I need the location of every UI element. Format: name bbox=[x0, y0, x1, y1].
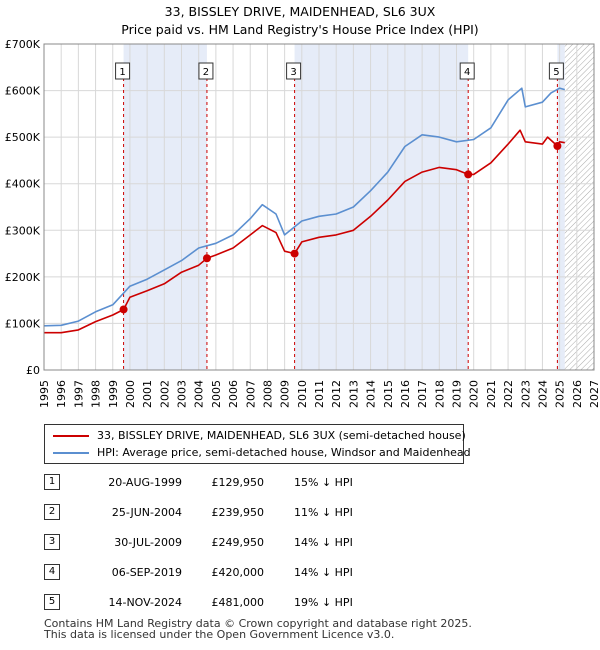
transaction-number: 1 bbox=[44, 474, 60, 490]
transaction-date: 25-JUN-2004 bbox=[111, 506, 182, 519]
x-tick-label: 2025 bbox=[554, 380, 567, 408]
footer: Contains HM Land Registry data © Crown c… bbox=[44, 618, 472, 640]
legend-label-property: 33, BISSLEY DRIVE, MAIDENHEAD, SL6 3UX (… bbox=[97, 429, 466, 442]
y-tick-label: £100K bbox=[5, 317, 41, 330]
x-tick-label: 2011 bbox=[313, 380, 326, 408]
property-price-line bbox=[44, 129, 565, 334]
footer-copyright: Contains HM Land Registry data © Crown c… bbox=[44, 617, 472, 630]
legend-swatch-property bbox=[53, 435, 89, 437]
transaction-price: £239,950 bbox=[211, 506, 265, 519]
x-tick-label: 2004 bbox=[193, 380, 206, 408]
x-tick-label: 2009 bbox=[279, 380, 292, 408]
sale-point bbox=[464, 170, 473, 179]
marker-label-box bbox=[198, 62, 214, 80]
plot-frame bbox=[43, 43, 595, 371]
y-tick-label: £200K bbox=[5, 271, 41, 284]
x-tick-label: 2022 bbox=[502, 380, 515, 408]
transaction-hpi: 11% ↓ HPI bbox=[294, 506, 353, 519]
transaction-price: £481,000 bbox=[211, 596, 265, 609]
transaction-price: £249,950 bbox=[211, 536, 265, 549]
footer-licence: This data is licensed under the Open Gov… bbox=[44, 628, 395, 641]
x-tick-label: 1997 bbox=[72, 380, 85, 408]
x-tick-label: 2018 bbox=[433, 380, 446, 408]
transaction-row: 4 06-SEP-2019 £420,000 14% ↓ HPI bbox=[44, 564, 564, 582]
y-tick-label: £600K bbox=[5, 85, 41, 98]
x-tick-label: 2027 bbox=[588, 380, 600, 408]
chart-title: 33, BISSLEY DRIVE, MAIDENHEAD, SL6 3UX bbox=[164, 4, 436, 19]
x-tick-label: 1995 bbox=[38, 380, 51, 408]
marker-label-box bbox=[115, 62, 131, 80]
marker-label: 3 bbox=[290, 67, 296, 78]
x-tick-label: 1999 bbox=[107, 380, 120, 408]
transaction-number: 2 bbox=[44, 504, 60, 520]
x-tick-label: 2014 bbox=[365, 380, 378, 408]
transaction-hpi: 19% ↓ HPI bbox=[294, 596, 353, 609]
marker-label: 5 bbox=[553, 67, 559, 78]
transaction-hpi: 14% ↓ HPI bbox=[294, 566, 353, 579]
x-tick-label: 2013 bbox=[347, 380, 360, 408]
x-tick-label: 1996 bbox=[55, 380, 68, 408]
x-tick-label: 2026 bbox=[571, 380, 584, 408]
shaded-period bbox=[123, 44, 207, 370]
marker-label: 2 bbox=[203, 67, 209, 78]
transaction-row: 3 30-JUL-2009 £249,950 14% ↓ HPI bbox=[44, 534, 564, 552]
transaction-number: 4 bbox=[44, 564, 60, 580]
sale-point bbox=[202, 254, 211, 263]
x-tick-label: 1998 bbox=[90, 380, 103, 408]
x-tick-label: 2024 bbox=[536, 380, 549, 408]
chart-subtitle: Price paid vs. HM Land Registry's House … bbox=[121, 22, 479, 37]
x-tick-label: 2008 bbox=[261, 380, 274, 408]
y-tick-label: £300K bbox=[5, 224, 41, 237]
sale-point bbox=[553, 141, 562, 150]
y-tick-label: £500K bbox=[5, 131, 41, 144]
x-tick-label: 2012 bbox=[330, 380, 343, 408]
y-tick-label: £400K bbox=[5, 178, 41, 191]
x-tick-label: 2016 bbox=[399, 380, 412, 408]
sale-point bbox=[290, 249, 299, 258]
x-tick-label: 2023 bbox=[519, 380, 532, 408]
transaction-hpi: 15% ↓ HPI bbox=[294, 476, 353, 489]
x-tick-label: 2005 bbox=[210, 380, 223, 408]
sale-point bbox=[119, 305, 128, 314]
transaction-price: £420,000 bbox=[211, 566, 265, 579]
x-tick-label: 2010 bbox=[296, 380, 309, 408]
y-tick-label: £0 bbox=[26, 364, 40, 377]
x-tick-label: 2020 bbox=[468, 380, 481, 408]
x-tick-label: 2019 bbox=[451, 380, 464, 408]
hpi-line bbox=[43, 87, 566, 327]
x-tick-label: 2015 bbox=[382, 380, 395, 408]
transaction-date: 20-AUG-1999 bbox=[108, 476, 182, 489]
x-tick-label: 2006 bbox=[227, 380, 240, 408]
x-tick-label: 2000 bbox=[124, 380, 137, 408]
transaction-hpi: 14% ↓ HPI bbox=[294, 536, 353, 549]
forecast-hatch bbox=[564, 44, 594, 370]
shaded-period bbox=[557, 44, 565, 370]
transaction-row: 1 20-AUG-1999 £129,950 15% ↓ HPI bbox=[44, 474, 564, 492]
marker-label-box bbox=[286, 62, 302, 80]
legend-label-hpi: HPI: Average price, semi-detached house,… bbox=[97, 446, 471, 459]
x-tick-label: 2001 bbox=[141, 380, 154, 408]
transaction-date: 30-JUL-2009 bbox=[114, 536, 182, 549]
transaction-price: £129,950 bbox=[211, 476, 265, 489]
x-tick-label: 2003 bbox=[176, 380, 189, 408]
x-tick-label: 2002 bbox=[158, 380, 171, 408]
transaction-number: 3 bbox=[44, 534, 60, 550]
y-tick-label: £700K bbox=[5, 38, 41, 51]
price-chart: 1 2 3 4 5 £0 £100K £200K £300K £400K £500K £600K £70… bbox=[5, 38, 600, 408]
legend-swatch-hpi bbox=[53, 452, 89, 454]
x-tick-label: 2007 bbox=[244, 380, 257, 408]
marker-label: 4 bbox=[464, 67, 470, 78]
transaction-number: 5 bbox=[44, 594, 60, 610]
marker-label-box bbox=[459, 62, 475, 80]
legend: 33, BISSLEY DRIVE, MAIDENHEAD, SL6 3UX (… bbox=[44, 424, 471, 464]
transaction-row: 2 25-JUN-2004 £239,950 11% ↓ HPI bbox=[44, 504, 564, 522]
transaction-date: 14-NOV-2024 bbox=[108, 596, 182, 609]
marker-label-box bbox=[548, 62, 564, 80]
x-tick-label: 2017 bbox=[416, 380, 429, 408]
marker-label: 1 bbox=[119, 67, 125, 78]
transaction-row: 5 14-NOV-2024 £481,000 19% ↓ HPI bbox=[44, 594, 564, 612]
transaction-date: 06-SEP-2019 bbox=[111, 566, 182, 579]
x-tick-label: 2021 bbox=[485, 380, 498, 408]
